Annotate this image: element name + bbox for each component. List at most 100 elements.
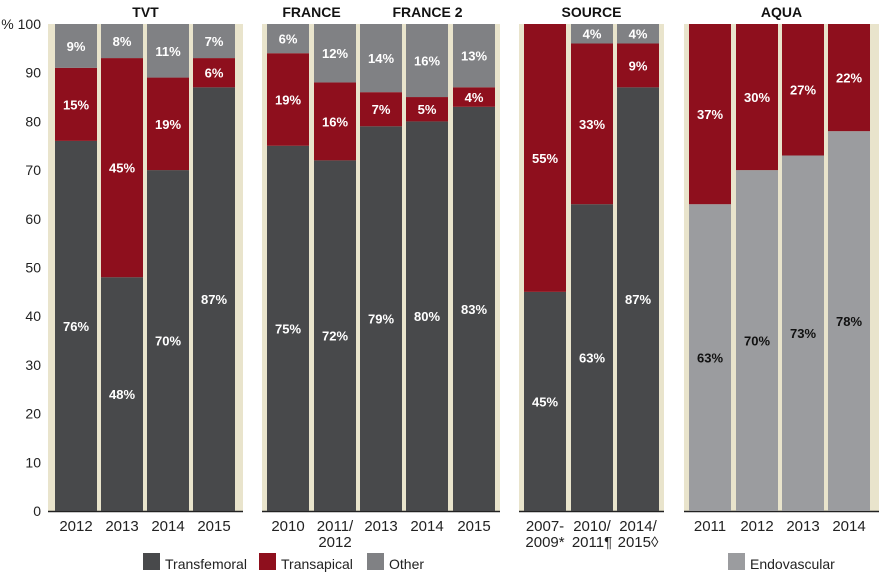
- bar-segment-other: [55, 24, 97, 68]
- bar-segment-transapical: [55, 67, 97, 141]
- data-label-transfemoral: 70%: [155, 334, 181, 349]
- bar-segment-transapical: [267, 53, 309, 146]
- data-label-transapical: 7%: [372, 102, 391, 117]
- bar-segment-transfemoral: [617, 87, 659, 511]
- data-label-other: 4%: [629, 27, 648, 42]
- x-tick-label: 2013: [786, 518, 819, 535]
- legend-swatch: [728, 553, 745, 570]
- x-tick-label: 2014: [151, 518, 184, 535]
- x-tick-label: 2011/: [317, 518, 354, 535]
- bar-segment-transapical: [193, 58, 235, 88]
- x-tick-label: 2012: [740, 518, 773, 535]
- panel-title: FRANCE 2: [392, 4, 462, 20]
- bar-segment-other: [453, 24, 495, 88]
- bar-segment-transfemoral: [267, 145, 309, 511]
- data-label-endovascular: 70%: [744, 334, 770, 349]
- bar-segment-transfemoral: [55, 140, 97, 511]
- data-label-transapical: 55%: [532, 151, 558, 166]
- bar-segment-transfemoral: [453, 106, 495, 511]
- x-tick-label: 2014/: [619, 518, 657, 535]
- panel-title: FRANCE: [282, 4, 340, 20]
- data-label-transapical: 30%: [744, 90, 770, 105]
- data-label-endovascular: 73%: [790, 326, 816, 341]
- data-label-other: 16%: [414, 54, 440, 69]
- bar-segment-other: [314, 24, 356, 83]
- bar-segment-transapical: [147, 77, 189, 171]
- data-label-transapical: 33%: [579, 117, 605, 132]
- data-label-transfemoral: 83%: [461, 302, 487, 317]
- legend-swatch: [367, 553, 384, 570]
- bar-segment-transapical: [453, 87, 495, 107]
- y-tick-label: % 100: [1, 16, 41, 32]
- bar-segment-endovascular: [782, 155, 824, 512]
- bar-segment-transapical: [524, 24, 566, 292]
- data-label-transfemoral: 87%: [201, 292, 227, 307]
- bar-segment-transapical: [571, 43, 613, 205]
- legend-label: Transfemoral: [165, 556, 247, 572]
- data-label-other: 9%: [67, 39, 86, 54]
- x-tick-label: 2012: [59, 518, 92, 535]
- x-tick-label: 2011¶: [572, 534, 612, 551]
- bar-segment-transapical: [736, 24, 778, 171]
- bar-segment-other: [193, 24, 235, 59]
- x-tick-label: 2014: [832, 518, 865, 535]
- bar-segment-other: [147, 24, 189, 78]
- x-tick-label: 2015◊: [618, 534, 659, 551]
- bar-segment-transapical: [828, 24, 870, 132]
- data-label-other: 12%: [322, 46, 348, 61]
- data-label-transfemoral: 63%: [579, 351, 605, 366]
- bar-segment-other: [617, 24, 659, 44]
- bar-segment-endovascular: [736, 170, 778, 511]
- x-tick-label: 2010/: [573, 518, 611, 535]
- bar-segment-transapical: [406, 97, 448, 122]
- legend-swatch: [259, 553, 276, 570]
- y-tick-label: 60: [25, 211, 41, 227]
- data-label-other: 11%: [155, 44, 181, 59]
- x-tick-label: 2009*: [525, 534, 564, 551]
- x-tick-label: 2013: [364, 518, 397, 535]
- legend-swatch: [143, 553, 160, 570]
- data-label-transapical: 45%: [109, 161, 135, 176]
- bar-segment-transfemoral: [147, 170, 189, 511]
- y-tick-label: 80: [25, 113, 41, 129]
- data-label-transfemoral: 75%: [275, 321, 301, 336]
- data-label-other: 6%: [279, 32, 298, 47]
- data-label-transapical: 27%: [790, 83, 816, 98]
- data-label-transfemoral: 87%: [625, 292, 651, 307]
- data-label-transapical: 9%: [629, 58, 648, 73]
- legend-label: Transapical: [281, 556, 353, 572]
- data-label-other: 8%: [113, 34, 132, 49]
- data-label-transapical: 5%: [418, 102, 437, 117]
- data-label-other: 14%: [368, 51, 394, 66]
- data-label-transapical: 19%: [275, 92, 301, 107]
- data-label-transapical: 19%: [155, 117, 181, 132]
- x-tick-label: 2010: [271, 518, 304, 535]
- y-tick-label: 70: [25, 162, 41, 178]
- data-label-other: 7%: [205, 34, 224, 49]
- x-tick-label: 2015: [457, 518, 490, 535]
- data-label-transapical: 4%: [465, 90, 484, 105]
- data-label-endovascular: 78%: [836, 314, 862, 329]
- bar-segment-transfemoral: [524, 291, 566, 511]
- bar-segment-transfemoral: [571, 204, 613, 511]
- x-tick-label: 2007-: [526, 518, 564, 535]
- panel-title: TVT: [132, 4, 159, 20]
- bar-segment-transfemoral: [314, 160, 356, 512]
- bar-segment-transapical: [689, 24, 731, 205]
- bar-segment-transfemoral: [193, 87, 235, 511]
- x-tick-label: 2015: [197, 518, 230, 535]
- data-label-transapical: 6%: [205, 66, 224, 81]
- data-label-transapical: 37%: [697, 107, 723, 122]
- bar-segment-endovascular: [689, 204, 731, 511]
- data-label-transapical: 15%: [63, 97, 89, 112]
- x-tick-label: 2013: [105, 518, 138, 535]
- y-tick-label: 10: [25, 454, 41, 470]
- bar-segment-transfemoral: [406, 121, 448, 512]
- x-tick-label: 2014: [410, 518, 443, 535]
- data-label-transapical: 16%: [322, 114, 348, 129]
- bar-segment-transfemoral: [101, 277, 143, 511]
- data-label-transfemoral: 80%: [414, 309, 440, 324]
- y-tick-label: 30: [25, 357, 41, 373]
- bar-segment-transapical: [101, 58, 143, 278]
